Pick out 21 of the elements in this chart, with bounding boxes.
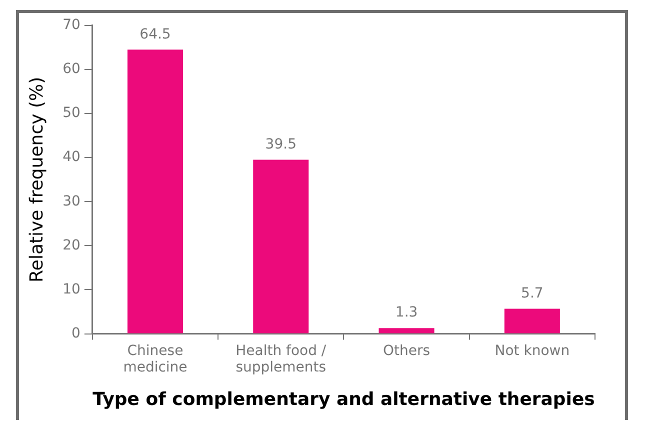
data-label: 5.7 — [521, 285, 544, 302]
bar — [378, 328, 434, 334]
data-label: 1.3 — [395, 304, 418, 321]
x-tick-label: Not known — [494, 342, 570, 359]
y-tick-label: 40 — [62, 149, 80, 166]
x-tick-label: Chinese medicine — [123, 342, 188, 376]
y-tick-label: 20 — [62, 237, 80, 254]
y-tick-label: 0 — [71, 325, 80, 342]
bar — [504, 308, 560, 334]
x-tick-label: Others — [383, 342, 430, 359]
y-tick-label: 60 — [62, 61, 80, 78]
x-tick-label: Health food / supplements — [236, 342, 326, 376]
bar — [127, 50, 184, 334]
y-tick-label: 30 — [62, 193, 80, 210]
y-tick-label: 70 — [62, 17, 80, 34]
data-label: 39.5 — [265, 136, 296, 152]
data-label: 64.5 — [140, 26, 171, 42]
bar — [253, 160, 309, 334]
y-tick-label: 50 — [62, 105, 80, 122]
y-tick-label: 10 — [62, 281, 80, 298]
y-axis-title: Relative frequency (%) — [26, 76, 48, 282]
